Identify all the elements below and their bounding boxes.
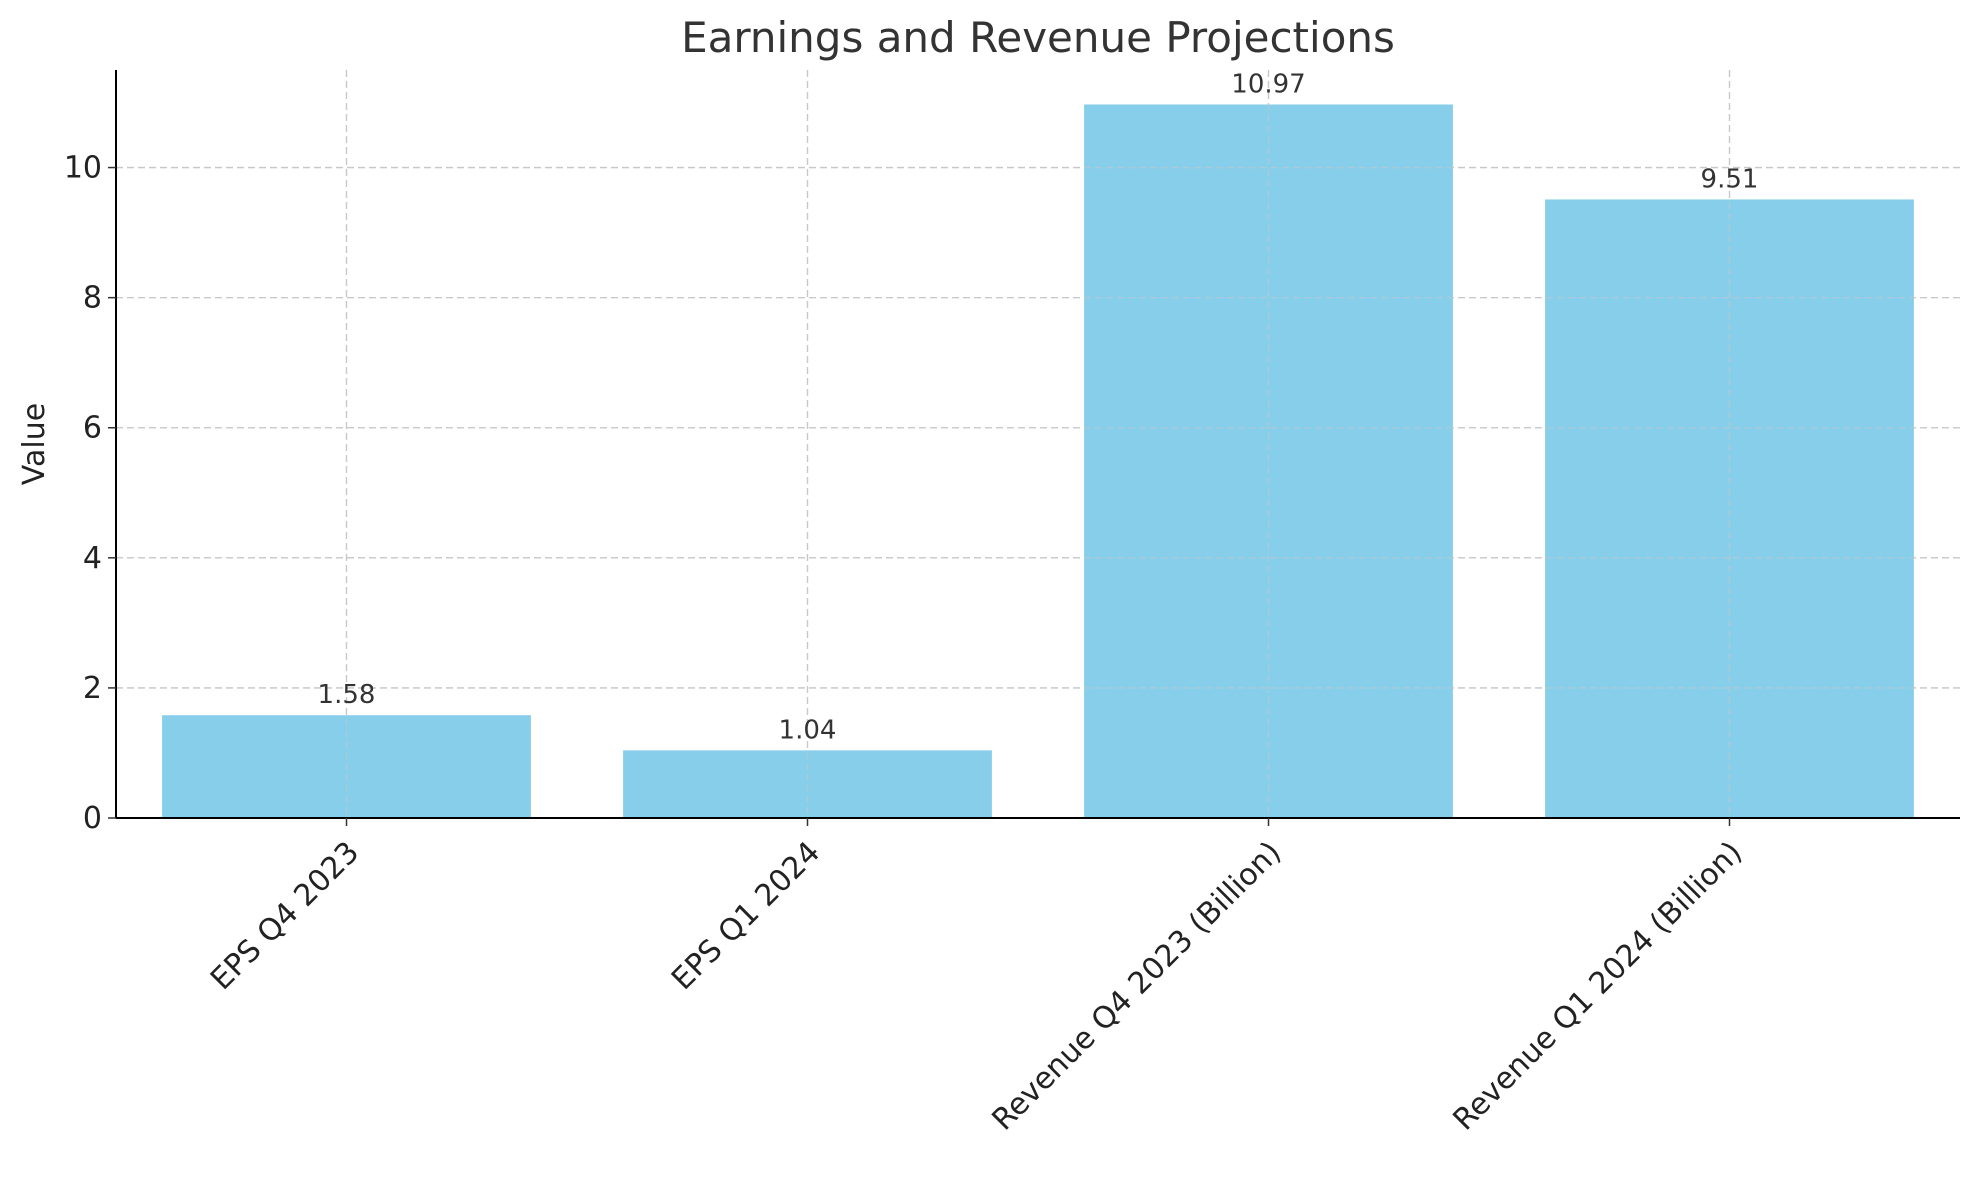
grid-lines-overlay — [116, 70, 1960, 819]
y-axis-label: Value — [17, 403, 52, 485]
bar-value-label: 1.58 — [318, 680, 376, 710]
axes — [115, 70, 1960, 819]
bars — [162, 104, 1914, 819]
x-tick-label: Revenue Q4 2023 (Billion) — [986, 835, 1289, 1138]
bar-value-label: 9.51 — [1701, 164, 1759, 194]
y-tick-label: 2 — [83, 671, 102, 706]
chart-title: Earnings and Revenue Projections — [681, 13, 1395, 62]
y-tick-label: 8 — [83, 281, 102, 316]
x-tick-label: EPS Q1 2024 — [665, 835, 827, 997]
bar-value-label: 10.97 — [1231, 69, 1305, 99]
data-labels: 1.58 1.04 10.97 9.51 — [318, 69, 1759, 745]
y-tick-label: 4 — [83, 541, 102, 576]
y-tick-label: 6 — [83, 411, 102, 446]
bar — [623, 750, 992, 818]
y-tick-label: 0 — [83, 801, 102, 836]
x-tick-label: EPS Q4 2023 — [204, 835, 366, 997]
ticks: 0 2 4 6 8 10 EPS Q4 2023 EPS Q1 2024 Revenue Q4 … — [64, 151, 1749, 1138]
x-tick-label: Revenue Q1 2024 (Billion) — [1447, 835, 1750, 1138]
bar-value-label: 1.04 — [779, 715, 837, 745]
y-tick-label: 10 — [64, 151, 102, 186]
